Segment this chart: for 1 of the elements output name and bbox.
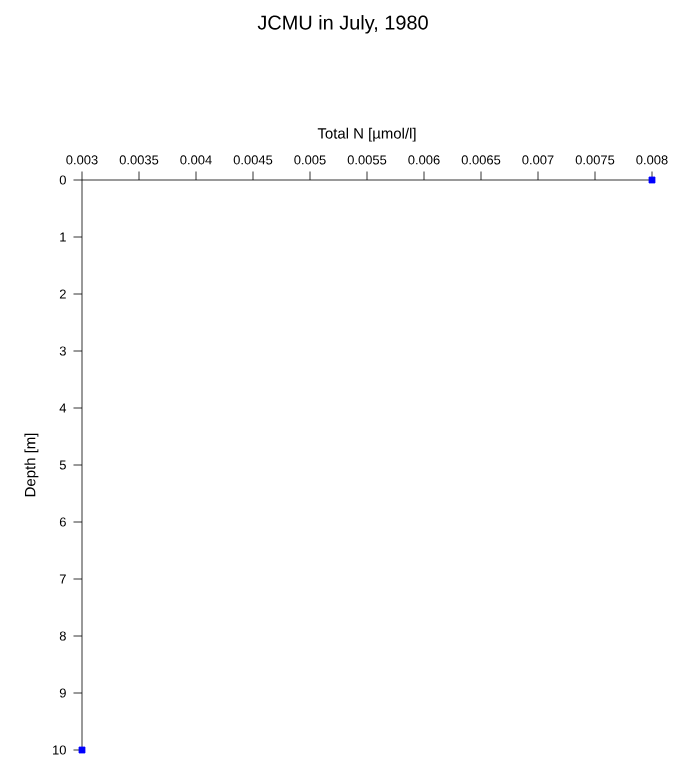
chart-title: JCMU in July, 1980 bbox=[257, 15, 428, 34]
